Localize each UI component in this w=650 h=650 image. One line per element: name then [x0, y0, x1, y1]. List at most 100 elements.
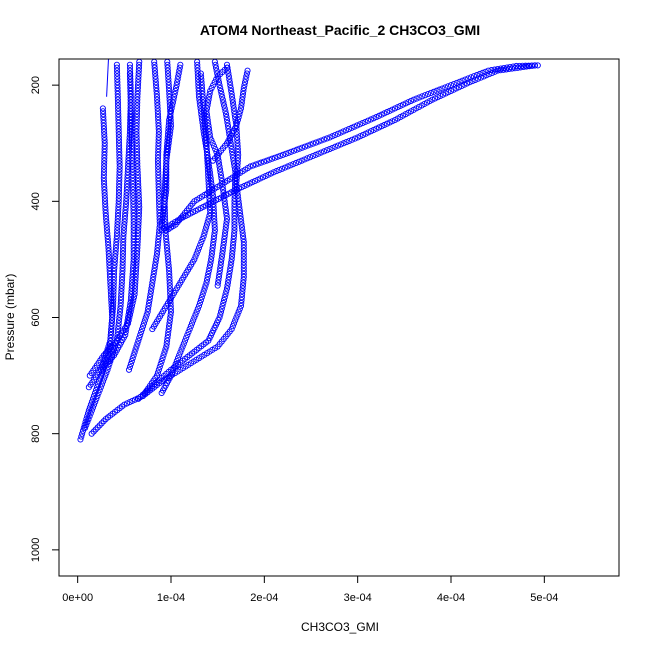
data-point [159, 212, 166, 219]
data-point [221, 233, 228, 240]
data-point [119, 265, 126, 272]
data-point [123, 186, 130, 193]
data-point [103, 218, 110, 225]
data-point [329, 144, 336, 151]
data-point [247, 163, 254, 170]
data-point [273, 168, 280, 175]
data-point [466, 79, 473, 86]
y-tick-label: 1000 [30, 538, 42, 562]
data-point [200, 102, 207, 109]
data-point [154, 105, 161, 112]
data-point [229, 96, 236, 103]
data-point [152, 262, 159, 269]
data-point [231, 198, 238, 205]
data-point [149, 276, 156, 283]
data-point [223, 64, 231, 71]
data-point [101, 151, 108, 158]
data-point [100, 172, 107, 179]
data-point [155, 122, 162, 129]
data-point [88, 407, 95, 414]
data-point [114, 218, 121, 225]
data-point [211, 221, 218, 228]
data-point [126, 61, 133, 68]
data-point [203, 111, 210, 118]
data-point [132, 276, 139, 283]
data-point [219, 96, 226, 103]
data-point [141, 317, 148, 324]
data-point [228, 145, 235, 153]
x-axis: 0e+00 1e-04 2e-04 3e-04 4e-04 5e-04 [62, 575, 558, 604]
data-point [191, 256, 198, 263]
data-point [517, 64, 524, 71]
data-point [165, 122, 172, 129]
data-point [133, 140, 140, 147]
data-point [133, 145, 140, 153]
data-point [194, 61, 201, 68]
data-point [135, 79, 142, 86]
data-point [130, 236, 137, 243]
data-point [125, 163, 132, 170]
data-point [114, 70, 121, 77]
data-point [293, 159, 300, 167]
data-point [134, 247, 141, 254]
data-point [223, 114, 230, 121]
data-point [118, 291, 125, 298]
data-point [170, 96, 177, 103]
data-point [130, 241, 137, 248]
data-point [129, 299, 136, 307]
data-point [154, 160, 162, 167]
data-point [235, 114, 242, 121]
data-point [131, 288, 138, 295]
data-point [231, 212, 238, 219]
data-point [138, 328, 145, 336]
data-point [222, 108, 229, 115]
data-point [343, 139, 350, 146]
data-point [433, 87, 440, 94]
data-point [228, 256, 235, 263]
data-point [98, 381, 105, 388]
data-point [216, 270, 223, 277]
data-point [135, 218, 142, 225]
data-point [173, 358, 180, 365]
data-point [115, 134, 122, 141]
data-point [237, 212, 244, 219]
data-point [123, 192, 130, 199]
data-point [217, 308, 225, 315]
data-point [210, 206, 217, 214]
data-point [113, 64, 120, 71]
data-point [151, 265, 158, 272]
data-point [218, 259, 225, 266]
data-point [133, 256, 140, 263]
data-point [115, 186, 123, 193]
data-point [230, 157, 237, 164]
data-point [164, 70, 172, 77]
data-point [151, 64, 158, 71]
data-point [239, 291, 246, 298]
data-point [113, 67, 121, 74]
data-point [136, 334, 143, 341]
x-tick-label: 1e-04 [157, 592, 185, 604]
data-point [112, 244, 119, 251]
data-point [116, 148, 123, 155]
data-point [163, 172, 170, 179]
data-point [161, 349, 168, 356]
data-point [236, 206, 243, 214]
data-point [109, 311, 116, 318]
data-point [450, 80, 457, 88]
data-point [209, 247, 216, 254]
data-point [217, 169, 224, 176]
data-point [116, 160, 123, 167]
data-point [166, 114, 173, 121]
data-point [176, 352, 183, 359]
data-point [109, 314, 116, 321]
data-point [113, 241, 120, 248]
data-point [165, 328, 172, 336]
data-point [155, 192, 162, 199]
data-point [115, 140, 123, 147]
data-point [127, 360, 134, 368]
data-point [126, 64, 134, 71]
data-point [234, 148, 242, 155]
data-point [206, 128, 213, 135]
data-point [250, 162, 257, 169]
